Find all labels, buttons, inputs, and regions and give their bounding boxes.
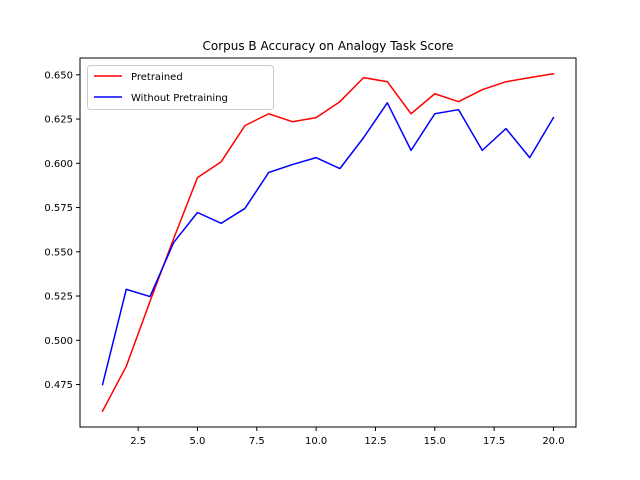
chart-title: Corpus B Accuracy on Analogy Task Score xyxy=(202,39,453,53)
y-tick-label: 0.625 xyxy=(44,115,73,126)
x-tick-label: 15.0 xyxy=(424,436,446,447)
plot-area xyxy=(79,57,577,428)
legend-label: Pretrained xyxy=(131,72,183,83)
y-tick-label: 0.650 xyxy=(44,70,73,81)
x-axis: 2.5 5.0 7.5 10.0 12.5 15.0 17.5 20.0 xyxy=(130,427,565,447)
x-tick-label: 7.5 xyxy=(249,436,265,447)
y-tick-label: 0.500 xyxy=(44,336,73,347)
y-tick-label: 0.475 xyxy=(44,380,73,391)
series-line-without-pretraining xyxy=(101,102,555,386)
series-layer xyxy=(101,72,555,413)
x-tick-label: 20.0 xyxy=(542,436,564,447)
y-tick-label: 0.525 xyxy=(44,292,73,303)
legend-label: Without Pretraining xyxy=(131,93,228,104)
x-tick-label: 12.5 xyxy=(364,436,386,447)
axes-frame xyxy=(79,57,577,428)
legend-box xyxy=(87,65,274,110)
series-line-pretrained xyxy=(101,72,555,413)
legend: Pretrained Without Pretraining xyxy=(87,65,274,110)
y-tick-label: 0.575 xyxy=(44,203,73,214)
x-tick-label: 5.0 xyxy=(190,436,206,447)
x-tick-label: 17.5 xyxy=(483,436,505,447)
y-axis: 0.475 0.500 0.525 0.550 0.575 0.600 0.625 0.650 xyxy=(44,70,80,391)
x-tick-label: 10.0 xyxy=(305,436,327,447)
x-tick-label: 2.5 xyxy=(130,436,146,447)
y-tick-label: 0.600 xyxy=(44,159,73,170)
y-tick-label: 0.550 xyxy=(44,247,73,258)
